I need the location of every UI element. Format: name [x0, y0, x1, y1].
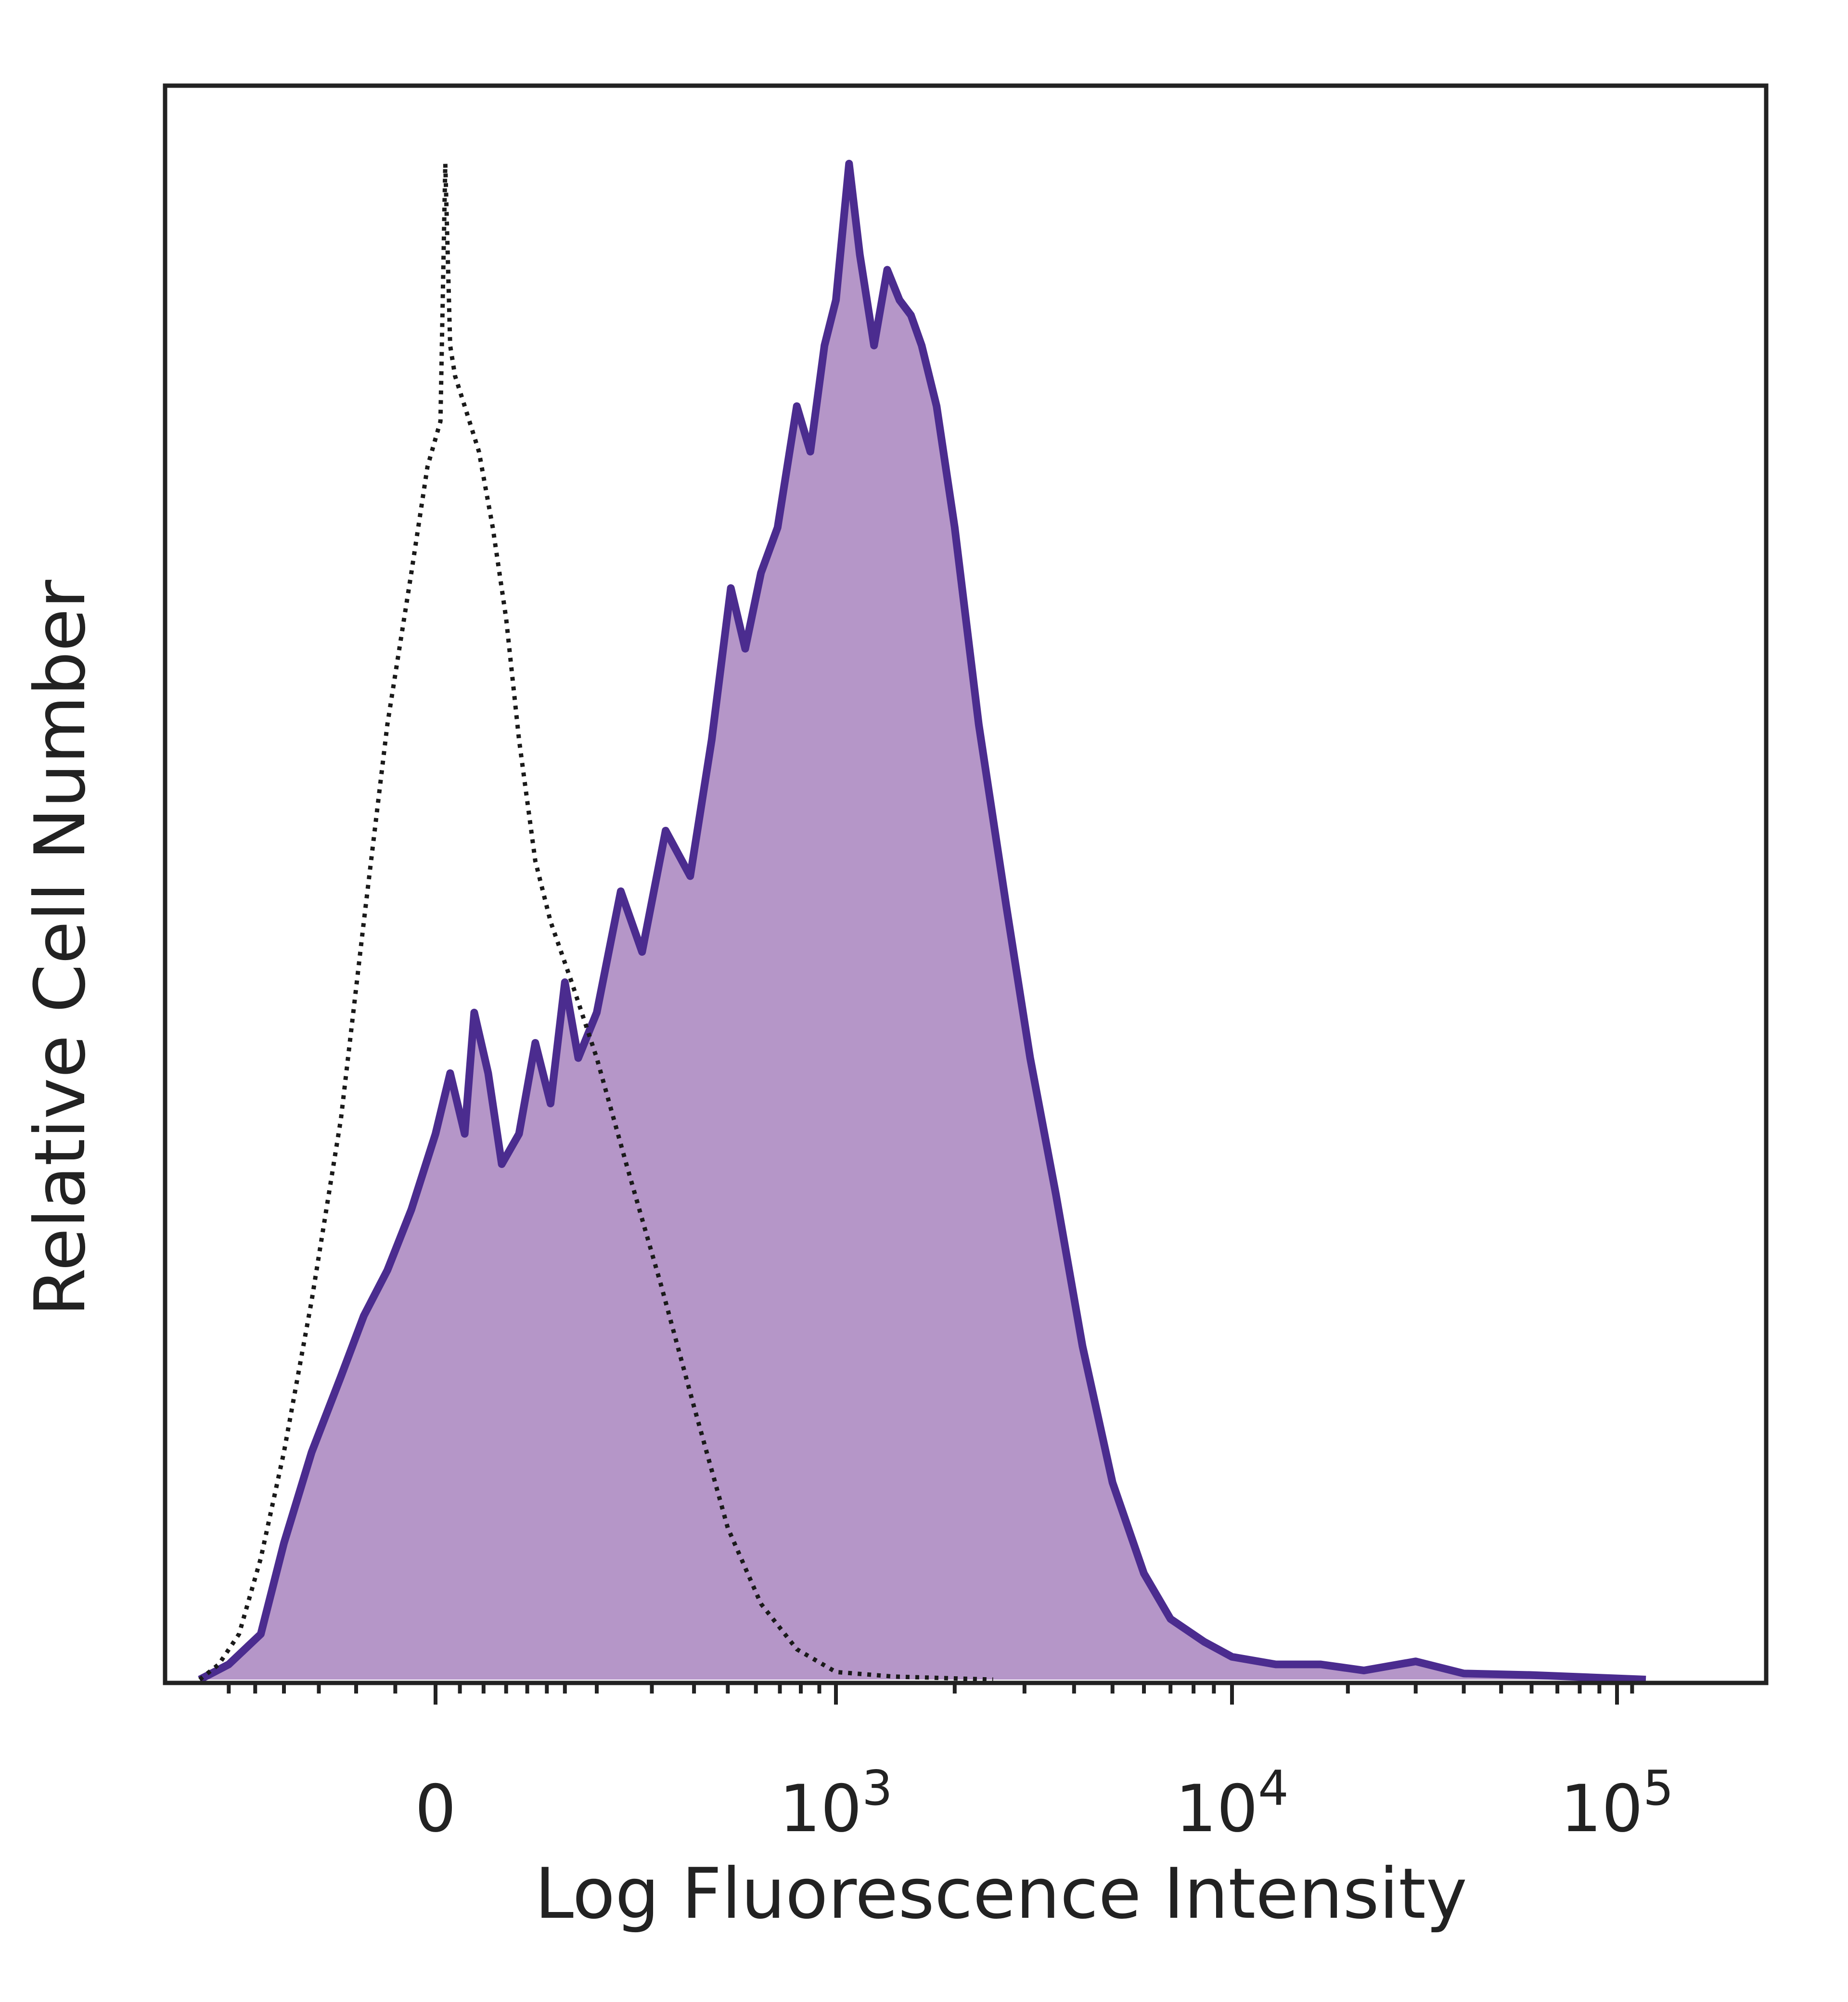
plot-frame — [163, 83, 1769, 1685]
x-axis-tick-labels: 0 103 104 105 — [415, 1760, 1674, 1847]
plot-layer — [198, 160, 1646, 1683]
stained-histogram-line — [198, 160, 1646, 1683]
y-axis-label: Relative Cell Number — [20, 579, 101, 1316]
x-tick-label: 103 — [779, 1760, 892, 1847]
x-axis-label: Log Fluorescence Intensity — [535, 1853, 1467, 1935]
x-tick-label: 104 — [1175, 1760, 1288, 1847]
x-tick-label: 105 — [1560, 1760, 1673, 1847]
x-axis-ticks — [227, 1683, 1634, 1705]
control-histogram-line — [198, 161, 993, 1682]
x-tick-label: 0 — [415, 1771, 456, 1847]
stained-histogram-fill — [200, 164, 1646, 1680]
